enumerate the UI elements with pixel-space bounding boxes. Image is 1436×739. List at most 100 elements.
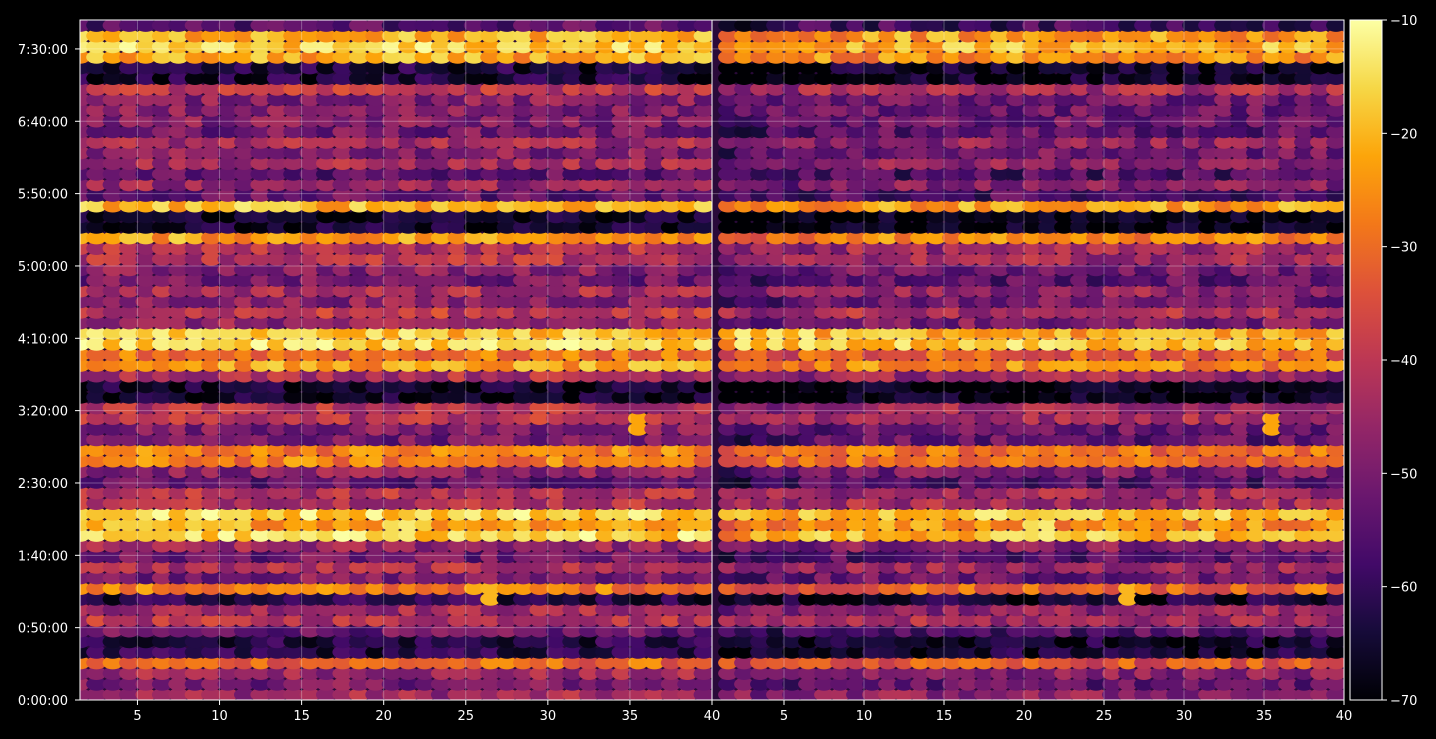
heatmap-cell (595, 677, 616, 691)
heatmap-cell (184, 571, 206, 585)
heatmap-cell (1198, 677, 1218, 691)
heatmap-cell (266, 635, 288, 649)
heatmap-cell (102, 241, 124, 255)
heatmap-cell (595, 369, 616, 383)
heatmap-cell (332, 114, 353, 128)
heatmap-cell (365, 305, 386, 319)
heatmap-cell (1070, 20, 1090, 32)
heatmap-cell (974, 411, 994, 425)
heatmap-cell (1070, 528, 1090, 542)
heatmap-cell (283, 528, 304, 542)
heatmap-cell (627, 422, 649, 436)
heatmap-cell (578, 656, 600, 670)
heatmap-cell (135, 369, 156, 383)
heatmap-cell (545, 358, 567, 372)
heatmap-cell (283, 93, 304, 107)
heatmap-cell (660, 422, 682, 436)
heatmap-cell (990, 390, 1010, 404)
heatmap-cell (611, 496, 632, 510)
heatmap-cell (766, 656, 786, 670)
heatmap-cell (1278, 156, 1298, 170)
heatmap-cell (151, 241, 173, 255)
heatmap-cell (447, 571, 468, 585)
heatmap-cell (1214, 210, 1234, 224)
heatmap-cell (1054, 326, 1074, 340)
heatmap-cell (611, 624, 632, 638)
heatmap-cell (365, 231, 386, 245)
heatmap-cell (332, 433, 353, 447)
heatmap-cell (926, 592, 946, 606)
heatmap-cell (283, 518, 304, 532)
heatmap-cell (348, 220, 370, 234)
heatmap-cell (782, 433, 802, 447)
heatmap-cell (693, 496, 712, 510)
heatmap-cell (513, 188, 534, 202)
heatmap-cell (217, 401, 238, 415)
heatmap-cell (1294, 199, 1314, 213)
heatmap-cell (942, 199, 962, 213)
heatmap-cell (798, 156, 818, 170)
heatmap-cell (1326, 241, 1344, 255)
heatmap-cell (894, 263, 914, 277)
heatmap-cell (250, 337, 271, 351)
heatmap-cell (1118, 82, 1138, 96)
heatmap-cell (1182, 496, 1202, 510)
heatmap-cell (119, 284, 140, 298)
heatmap-cell (545, 82, 567, 96)
heatmap-cell (693, 358, 712, 372)
heatmap-cell (1086, 433, 1106, 447)
heatmap-cell (529, 252, 550, 266)
heatmap-cell (365, 295, 386, 309)
heatmap-cell (830, 475, 850, 489)
heatmap-cell (894, 295, 914, 309)
heatmap-cell (1214, 666, 1234, 681)
heatmap-cell (1102, 284, 1122, 298)
heatmap-cell (1134, 40, 1154, 54)
heatmap-cell (1278, 305, 1298, 319)
heatmap-cell (734, 114, 754, 128)
heatmap-cell (562, 295, 583, 309)
heatmap-cell (1262, 507, 1282, 521)
heatmap-cell (529, 539, 550, 553)
heatmap-cell (151, 592, 173, 606)
heatmap-cell (1038, 103, 1058, 117)
heatmap-cell (1310, 61, 1330, 75)
heatmap-cell (496, 581, 517, 596)
heatmap-cell (414, 390, 435, 404)
heatmap-cell (718, 666, 738, 681)
heatmap-cell (1118, 305, 1138, 319)
heatmap-cell (878, 571, 898, 585)
heatmap-cell (463, 390, 485, 404)
heatmap-cell (266, 61, 288, 75)
heatmap-cell (750, 475, 770, 489)
heatmap-cell (766, 528, 786, 542)
heatmap-cell (958, 613, 978, 627)
heatmap-cell (814, 571, 834, 585)
heatmap-cell (1006, 61, 1026, 75)
heatmap-cell (766, 252, 786, 266)
heatmap-cell (1246, 550, 1266, 564)
heatmap-cell (480, 688, 501, 700)
heatmap-cell (381, 93, 403, 107)
heatmap-cell (529, 125, 550, 139)
heatmap-cell (135, 20, 156, 32)
heatmap-cell (86, 528, 107, 542)
heatmap-cell (430, 146, 452, 160)
heatmap-cell (430, 178, 452, 192)
heatmap-cell (496, 125, 517, 139)
heatmap-cell (734, 146, 754, 160)
heatmap-cell (234, 93, 255, 107)
heatmap-cell (1134, 337, 1154, 351)
heatmap-cell (332, 688, 353, 700)
heatmap-cell (365, 528, 386, 542)
heatmap-cell (677, 284, 698, 298)
heatmap-cell (234, 263, 255, 277)
heatmap-cell (734, 571, 754, 585)
heatmap-cell (894, 199, 914, 213)
heatmap-cell (990, 167, 1010, 181)
heatmap-cell (1134, 581, 1154, 596)
heatmap-cell (910, 571, 930, 585)
heatmap-cell (332, 380, 353, 394)
heatmap-cell (348, 635, 370, 649)
heatmap-cell (1022, 433, 1042, 447)
